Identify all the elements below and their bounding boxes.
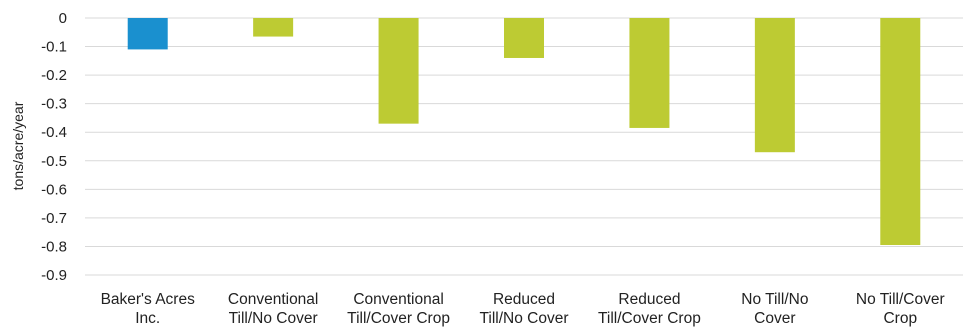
x-category-label: Baker's Acres [101,291,196,308]
y-tick-label: -0.2 [41,67,67,84]
bar [127,18,168,50]
x-category-label: No Till/Cover [856,291,945,308]
x-category-label: Cover [754,310,795,327]
x-category-label: No Till/No [741,291,808,308]
x-category-label: Inc. [135,310,160,327]
y-tick-label: -0.8 [41,238,67,255]
bar [504,18,544,58]
y-axis-ticks: 0 -0.1 -0.2 -0.3 -0.4 -0.5 -0.6 -0.7 -0.8 -0.9 [41,10,67,284]
x-category-label: Till/Cover Crop [347,310,450,327]
x-category-label: Conventional [228,291,318,308]
bar [880,18,921,246]
x-category-label: Till/No Cover [229,310,318,327]
x-category-label: Crop [883,310,917,327]
x-axis-labels: Baker's Acres Inc. Conventional Till/No Cov… [101,291,945,327]
bar [754,18,795,153]
bar [629,18,670,128]
x-category-label: Till/No Cover [480,310,569,327]
y-tick-label: -0.6 [41,181,67,198]
y-tick-label: -0.7 [41,210,67,227]
y-tick-label: -0.1 [41,39,67,56]
bar [253,18,294,37]
y-tick-label: -0.5 [41,153,67,170]
x-category-label: Conventional [353,291,443,308]
y-axis-title: tons/acre/year [10,101,26,190]
y-tick-label: -0.3 [41,96,67,113]
y-tick-label: -0.4 [41,124,67,141]
gridlines [85,17,963,276]
x-category-label: Reduced [493,291,555,308]
y-tick-label: 0 [59,10,67,27]
bar [378,18,419,124]
y-tick-label: -0.9 [41,267,67,284]
x-category-label: Reduced [618,291,680,308]
bars [127,18,921,246]
x-category-label: Till/Cover Crop [598,310,701,327]
